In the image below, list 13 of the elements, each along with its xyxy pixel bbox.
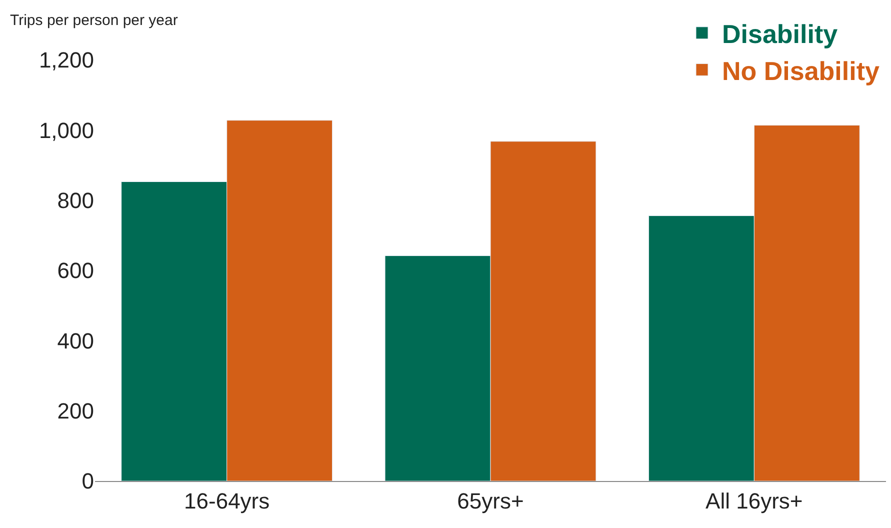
y-tick-label: 600: [57, 258, 94, 284]
y-axis-title: Trips per person per year: [10, 12, 178, 29]
y-tick-label: 0: [82, 468, 94, 494]
y-tick-label: 1,000: [38, 118, 94, 143]
legend-label: No Disability: [722, 56, 880, 86]
x-tick-label: All 16yrs+: [706, 488, 803, 514]
x-tick-label: 65yrs+: [457, 488, 524, 514]
legend-label: Disability: [722, 19, 838, 50]
y-tick-label: 200: [57, 398, 94, 424]
y-tick-label: 1,200: [38, 48, 94, 73]
x-tick-label: 16-64yrs: [184, 488, 270, 514]
y-tick-label: 400: [57, 328, 94, 354]
y-tick-label: 800: [57, 188, 94, 214]
